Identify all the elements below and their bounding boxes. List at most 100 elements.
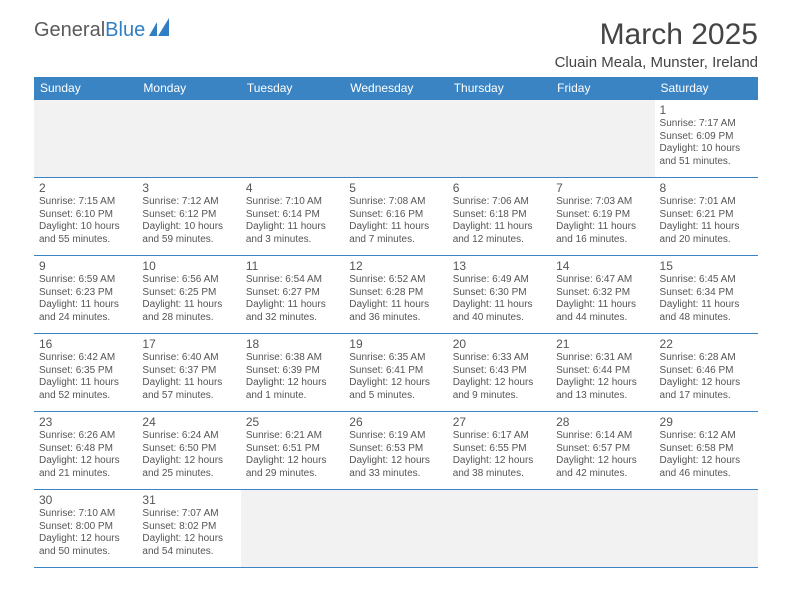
day-info: Sunrise: 6:33 AMSunset: 6:43 PMDaylight:… [453,352,546,402]
calendar-cell: 28Sunrise: 6:14 AMSunset: 6:57 PMDayligh… [551,412,654,490]
sunset-line: Sunset: 6:53 PM [349,443,442,456]
calendar-cell: 19Sunrise: 6:35 AMSunset: 6:41 PMDayligh… [344,334,447,412]
calendar-cell: 23Sunrise: 6:26 AMSunset: 6:48 PMDayligh… [34,412,137,490]
sunrise-line: Sunrise: 7:10 AM [39,508,132,521]
day-info: Sunrise: 6:26 AMSunset: 6:48 PMDaylight:… [39,430,132,480]
calendar-cell: 14Sunrise: 6:47 AMSunset: 6:32 PMDayligh… [551,256,654,334]
sunrise-line: Sunrise: 6:38 AM [246,352,339,365]
day-info: Sunrise: 6:40 AMSunset: 6:37 PMDaylight:… [142,352,235,402]
daylight-line: Daylight: 11 hours and 20 minutes. [660,221,753,246]
day-number: 28 [556,415,649,429]
day-info: Sunrise: 6:21 AMSunset: 6:51 PMDaylight:… [246,430,339,480]
sunset-line: Sunset: 6:48 PM [39,443,132,456]
sunrise-line: Sunrise: 6:14 AM [556,430,649,443]
day-info: Sunrise: 6:59 AMSunset: 6:23 PMDaylight:… [39,274,132,324]
daylight-line: Daylight: 10 hours and 59 minutes. [142,221,235,246]
sunrise-line: Sunrise: 6:21 AM [246,430,339,443]
sunset-line: Sunset: 6:32 PM [556,287,649,300]
calendar-cell: 18Sunrise: 6:38 AMSunset: 6:39 PMDayligh… [241,334,344,412]
calendar-cell [344,490,447,568]
daylight-line: Daylight: 10 hours and 51 minutes. [660,143,753,168]
sunset-line: Sunset: 6:25 PM [142,287,235,300]
sunset-line: Sunset: 6:10 PM [39,209,132,222]
daylight-line: Daylight: 11 hours and 24 minutes. [39,299,132,324]
sunset-line: Sunset: 6:27 PM [246,287,339,300]
sunrise-line: Sunrise: 6:28 AM [660,352,753,365]
day-info: Sunrise: 6:54 AMSunset: 6:27 PMDaylight:… [246,274,339,324]
sunset-line: Sunset: 6:50 PM [142,443,235,456]
calendar-cell: 12Sunrise: 6:52 AMSunset: 6:28 PMDayligh… [344,256,447,334]
calendar-cell: 29Sunrise: 6:12 AMSunset: 6:58 PMDayligh… [655,412,758,490]
sunset-line: Sunset: 6:39 PM [246,365,339,378]
day-number: 29 [660,415,753,429]
sunset-line: Sunset: 8:02 PM [142,521,235,534]
calendar-cell: 21Sunrise: 6:31 AMSunset: 6:44 PMDayligh… [551,334,654,412]
sunrise-line: Sunrise: 6:47 AM [556,274,649,287]
day-header: Friday [551,77,654,100]
header: GeneralBlue March 2025 Cluain Meala, Mun… [34,18,758,71]
daylight-line: Daylight: 11 hours and 28 minutes. [142,299,235,324]
month-title: March 2025 [555,18,758,52]
sunset-line: Sunset: 6:44 PM [556,365,649,378]
calendar-cell: 2Sunrise: 7:15 AMSunset: 6:10 PMDaylight… [34,178,137,256]
sunrise-line: Sunrise: 6:19 AM [349,430,442,443]
day-info: Sunrise: 6:24 AMSunset: 6:50 PMDaylight:… [142,430,235,480]
daylight-line: Daylight: 11 hours and 32 minutes. [246,299,339,324]
day-info: Sunrise: 7:17 AMSunset: 6:09 PMDaylight:… [660,118,753,168]
calendar-cell [137,100,240,178]
sunrise-line: Sunrise: 7:08 AM [349,196,442,209]
calendar-cell [448,490,551,568]
day-info: Sunrise: 6:47 AMSunset: 6:32 PMDaylight:… [556,274,649,324]
calendar-cell [655,490,758,568]
sunset-line: Sunset: 6:58 PM [660,443,753,456]
day-number: 24 [142,415,235,429]
day-info: Sunrise: 6:14 AMSunset: 6:57 PMDaylight:… [556,430,649,480]
day-info: Sunrise: 7:10 AMSunset: 6:14 PMDaylight:… [246,196,339,246]
day-header: Wednesday [344,77,447,100]
day-header: Tuesday [241,77,344,100]
sunset-line: Sunset: 6:16 PM [349,209,442,222]
sunset-line: Sunset: 6:12 PM [142,209,235,222]
day-number: 11 [246,259,339,273]
sunrise-line: Sunrise: 6:54 AM [246,274,339,287]
calendar-cell: 11Sunrise: 6:54 AMSunset: 6:27 PMDayligh… [241,256,344,334]
daylight-line: Daylight: 12 hours and 13 minutes. [556,377,649,402]
calendar-cell [241,490,344,568]
day-number: 17 [142,337,235,351]
sunrise-line: Sunrise: 6:26 AM [39,430,132,443]
daylight-line: Daylight: 12 hours and 42 minutes. [556,455,649,480]
sunrise-line: Sunrise: 6:52 AM [349,274,442,287]
sunrise-line: Sunrise: 7:10 AM [246,196,339,209]
location: Cluain Meala, Munster, Ireland [555,54,758,71]
calendar-cell: 6Sunrise: 7:06 AMSunset: 6:18 PMDaylight… [448,178,551,256]
daylight-line: Daylight: 12 hours and 38 minutes. [453,455,546,480]
calendar-cell [551,100,654,178]
sunrise-line: Sunrise: 7:03 AM [556,196,649,209]
daylight-line: Daylight: 11 hours and 40 minutes. [453,299,546,324]
day-number: 16 [39,337,132,351]
day-number: 14 [556,259,649,273]
sunset-line: Sunset: 6:41 PM [349,365,442,378]
day-header: Thursday [448,77,551,100]
day-info: Sunrise: 6:28 AMSunset: 6:46 PMDaylight:… [660,352,753,402]
calendar-cell: 24Sunrise: 6:24 AMSunset: 6:50 PMDayligh… [137,412,240,490]
sunset-line: Sunset: 6:57 PM [556,443,649,456]
day-number: 2 [39,181,132,195]
daylight-line: Daylight: 11 hours and 3 minutes. [246,221,339,246]
calendar-cell: 7Sunrise: 7:03 AMSunset: 6:19 PMDaylight… [551,178,654,256]
sunrise-line: Sunrise: 7:17 AM [660,118,753,131]
day-number: 7 [556,181,649,195]
day-info: Sunrise: 7:12 AMSunset: 6:12 PMDaylight:… [142,196,235,246]
day-number: 30 [39,493,132,507]
daylight-line: Daylight: 12 hours and 54 minutes. [142,533,235,558]
day-number: 31 [142,493,235,507]
day-number: 21 [556,337,649,351]
day-number: 4 [246,181,339,195]
calendar-cell: 30Sunrise: 7:10 AMSunset: 8:00 PMDayligh… [34,490,137,568]
daylight-line: Daylight: 12 hours and 46 minutes. [660,455,753,480]
day-info: Sunrise: 6:49 AMSunset: 6:30 PMDaylight:… [453,274,546,324]
day-info: Sunrise: 6:38 AMSunset: 6:39 PMDaylight:… [246,352,339,402]
day-number: 1 [660,103,753,117]
calendar-cell: 4Sunrise: 7:10 AMSunset: 6:14 PMDaylight… [241,178,344,256]
logo-text-1: General [34,19,105,42]
